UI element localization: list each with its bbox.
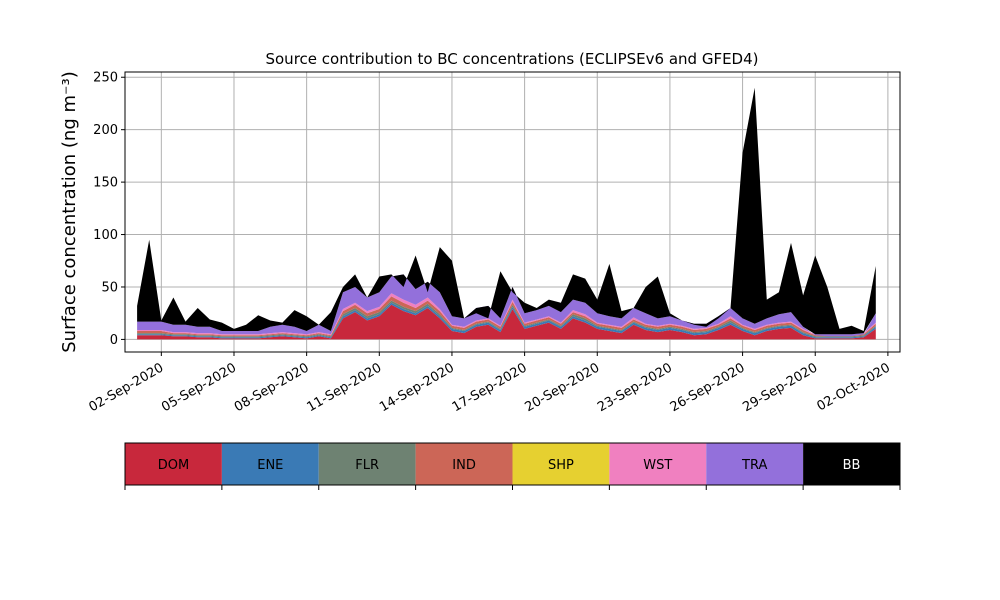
legend-label-wst: WST [643, 458, 672, 473]
legend-swatch-ene [221, 443, 319, 485]
legend-swatch-ind [415, 443, 513, 485]
legend-swatch-flr [318, 443, 416, 485]
area-bb [137, 87, 876, 335]
area-dom [137, 304, 876, 340]
y-tick-label: 100 [93, 228, 118, 243]
stacked-areas [137, 87, 876, 340]
area-ind [137, 296, 876, 337]
y-tick-label: 200 [93, 123, 118, 138]
legend-swatch-wst [609, 443, 707, 485]
y-tick-label: 150 [93, 176, 118, 191]
legend-label-ene: ENE [257, 458, 283, 473]
legend-swatch-bb [803, 443, 900, 485]
legend-swatch-dom [125, 443, 222, 485]
legend-label-tra: TRA [741, 458, 767, 473]
y-axis-label: Surface concentration (ng m⁻³) [59, 71, 80, 353]
legend-swatch-shp [512, 443, 610, 485]
legend-label-shp: SHP [548, 458, 574, 473]
plot-frame [124, 71, 901, 353]
area-tra [137, 274, 876, 337]
y-tick-label: 250 [93, 71, 118, 86]
legend-swatch-tra [706, 443, 804, 485]
y-tick-label: 0 [110, 333, 118, 348]
colorbar-legend: DOM ENE FLR IND SHP WST TRA BB [124, 442, 901, 490]
y-tick-label: 50 [101, 280, 118, 295]
chart-title: Source contribution to BC concentrations… [265, 50, 758, 68]
legend-label-ind: IND [452, 458, 476, 473]
legend-label-flr: FLR [355, 458, 379, 473]
legend-label-bb: BB [843, 458, 861, 473]
legend-label-dom: DOM [158, 458, 189, 473]
